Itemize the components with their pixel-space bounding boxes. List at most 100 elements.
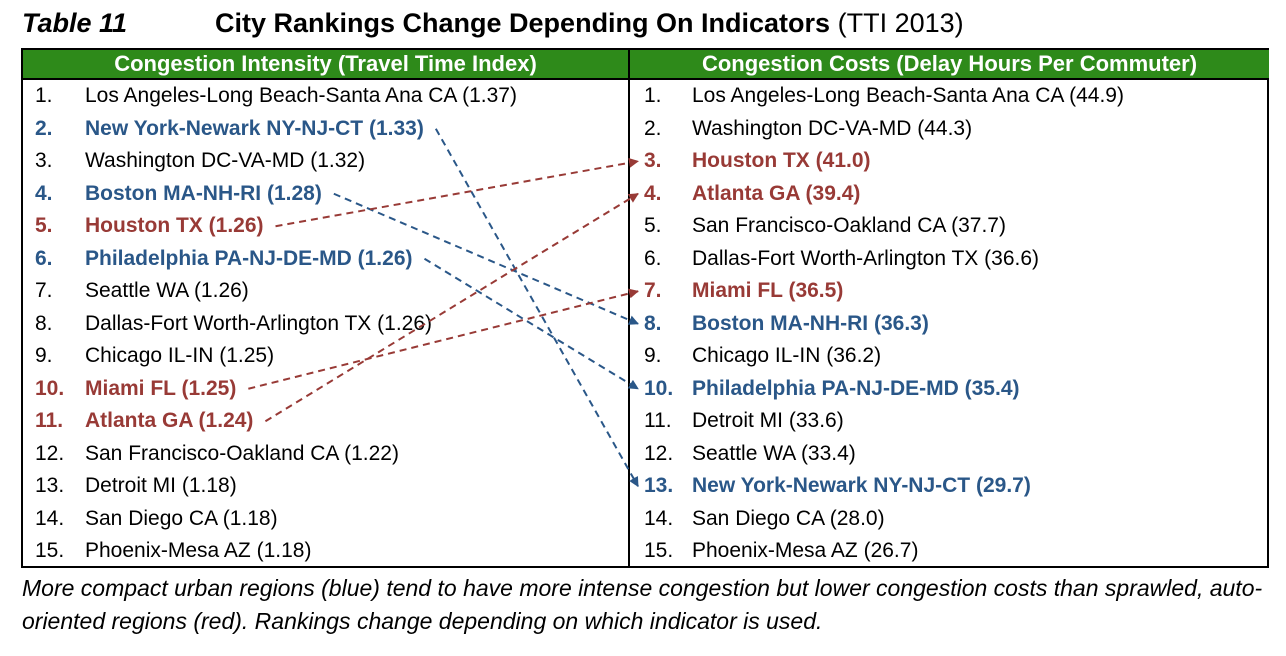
left-row: 2. New York-Newark NY-NJ-CT (1.33) [23, 113, 628, 146]
right-row: 2. Washington DC-VA-MD (44.3) [630, 113, 1269, 146]
rank-number: 15. [644, 539, 674, 562]
right-row: 7. Miami FL (36.5) [630, 275, 1269, 308]
left-row: 4. Boston MA-NH-RI (1.28) [23, 178, 628, 211]
rank-number: 14. [644, 506, 674, 530]
left-column-header: Congestion Intensity (Travel Time Index) [23, 50, 628, 80]
left-row: 14. San Diego CA (1.18) [23, 503, 628, 536]
left-row: 7. Seattle WA (1.26) [23, 275, 628, 308]
rank-number: 11. [35, 409, 64, 432]
right-row: 10. Philadelphia PA-NJ-DE-MD (35.4) [630, 373, 1269, 406]
city-name: Philadelphia PA-NJ-DE-MD (1.26) [85, 246, 413, 270]
rank-number: 13. [644, 474, 674, 497]
rank-number: 5. [644, 214, 662, 237]
city-name: San Francisco-Oakland CA (37.7) [692, 214, 1006, 237]
right-row: 12. Seattle WA (33.4) [630, 438, 1269, 471]
rank-number: 10. [644, 376, 674, 400]
city-name: Washington DC-VA-MD (1.32) [85, 149, 366, 172]
city-name: Detroit MI (1.18) [85, 474, 237, 497]
city-name: Chicago IL-IN (36.2) [692, 344, 882, 367]
left-row: 8. Dallas-Fort Worth-Arlington TX (1.26) [23, 308, 628, 341]
city-name: Washington DC-VA-MD (44.3) [692, 116, 973, 140]
city-name: San Diego CA (1.18) [85, 506, 278, 530]
right-row: 13. New York-Newark NY-NJ-CT (29.7) [630, 470, 1269, 503]
rank-number: 7. [35, 279, 53, 302]
right-row: 5. San Francisco-Oakland CA (37.7) [630, 210, 1269, 243]
right-row: 9. Chicago IL-IN (36.2) [630, 340, 1269, 373]
rank-number: 15. [35, 539, 65, 562]
city-name: Houston TX (41.0) [692, 149, 871, 172]
right-rows: 1. Los Angeles-Long Beach-Santa Ana CA (4… [630, 80, 1269, 568]
rank-number: 10. [35, 376, 65, 400]
rank-number: 11. [644, 409, 672, 432]
left-row: 9. Chicago IL-IN (1.25) [23, 340, 628, 373]
city-name: Phoenix-Mesa AZ (1.18) [85, 539, 312, 562]
right-column-header: Congestion Costs (Delay Hours Per Commut… [630, 50, 1269, 80]
city-name: Boston MA-NH-RI (1.28) [85, 181, 322, 205]
city-name: Los Angeles-Long Beach-Santa Ana CA (1.3… [85, 84, 517, 107]
rank-number: 9. [644, 344, 662, 367]
rank-number: 2. [35, 116, 53, 140]
rank-number: 2. [644, 116, 662, 140]
rank-number: 3. [644, 149, 662, 172]
rank-number: 4. [644, 181, 662, 205]
left-row: 12. San Francisco-Oakland CA (1.22) [23, 438, 628, 471]
left-row: 1. Los Angeles-Long Beach-Santa Ana CA (1… [23, 80, 628, 113]
rank-number: 7. [644, 279, 662, 302]
left-column: Congestion Intensity (Travel Time Index)… [23, 50, 628, 566]
right-row: 8. Boston MA-NH-RI (36.3) [630, 308, 1269, 341]
right-row: 14. San Diego CA (28.0) [630, 503, 1269, 536]
table-heading: City Rankings Change Depending On Indica… [215, 8, 831, 38]
rank-number: 1. [644, 84, 662, 107]
city-name: Philadelphia PA-NJ-DE-MD (35.4) [692, 376, 1020, 400]
city-name: New York-Newark NY-NJ-CT (1.33) [85, 116, 424, 140]
table-label: Table 11 [22, 8, 128, 38]
city-name: Detroit MI (33.6) [692, 409, 844, 432]
city-name: San Diego CA (28.0) [692, 506, 885, 530]
left-row: 3. Washington DC-VA-MD (1.32) [23, 145, 628, 178]
city-name: Miami FL (36.5) [692, 279, 844, 302]
rank-number: 1. [35, 84, 53, 107]
rank-number: 12. [644, 441, 674, 465]
right-row: 15. Phoenix-Mesa AZ (26.7) [630, 535, 1269, 568]
left-row: 11. Atlanta GA (1.24) [23, 405, 628, 438]
city-name: New York-Newark NY-NJ-CT (29.7) [692, 474, 1031, 497]
left-row: 5. Houston TX (1.26) [23, 210, 628, 243]
rank-number: 13. [35, 474, 65, 497]
table-title: City Rankings Change Depending On Indica… [215, 6, 964, 40]
rankings-table: Congestion Intensity (Travel Time Index)… [21, 48, 1269, 568]
table-source: (TTI 2013) [837, 8, 964, 38]
rank-number: 4. [35, 181, 53, 205]
city-name: Atlanta GA (1.24) [85, 409, 254, 432]
table-title-row: Table 11 City Rankings Change Depending … [22, 6, 1272, 40]
city-name: Los Angeles-Long Beach-Santa Ana CA (44.… [692, 84, 1124, 107]
city-name: Dallas-Fort Worth-Arlington TX (36.6) [692, 246, 1040, 270]
right-row: 3. Houston TX (41.0) [630, 145, 1269, 178]
rank-number: 5. [35, 214, 53, 237]
right-column: Congestion Costs (Delay Hours Per Commut… [628, 50, 1269, 566]
rank-number: 6. [35, 246, 53, 270]
left-row: 10. Miami FL (1.25) [23, 373, 628, 406]
city-name: Chicago IL-IN (1.25) [85, 344, 275, 367]
rank-number: 14. [35, 506, 65, 530]
city-name: Boston MA-NH-RI (36.3) [692, 311, 929, 335]
left-row: 13. Detroit MI (1.18) [23, 470, 628, 503]
right-row: 11. Detroit MI (33.6) [630, 405, 1269, 438]
city-name: Atlanta GA (39.4) [692, 181, 861, 205]
left-row: 6. Philadelphia PA-NJ-DE-MD (1.26) [23, 243, 628, 276]
right-row: 4. Atlanta GA (39.4) [630, 178, 1269, 211]
city-name: Phoenix-Mesa AZ (26.7) [692, 539, 919, 562]
right-row: 6. Dallas-Fort Worth-Arlington TX (36.6) [630, 243, 1269, 276]
rank-number: 8. [35, 311, 53, 335]
left-row: 15. Phoenix-Mesa AZ (1.18) [23, 535, 628, 568]
city-name: Dallas-Fort Worth-Arlington TX (1.26) [85, 311, 433, 335]
caption: More compact urban regions (blue) tend t… [22, 575, 1263, 634]
rank-number: 12. [35, 441, 65, 465]
city-name: Houston TX (1.26) [85, 214, 264, 237]
left-rows: 1. Los Angeles-Long Beach-Santa Ana CA (1… [23, 80, 628, 568]
right-row: 1. Los Angeles-Long Beach-Santa Ana CA (4… [630, 80, 1269, 113]
city-name: Seattle WA (33.4) [692, 441, 856, 465]
rank-number: 3. [35, 149, 53, 172]
city-name: Seattle WA (1.26) [85, 279, 249, 302]
city-name: Miami FL (1.25) [85, 376, 237, 400]
rank-number: 6. [644, 246, 662, 270]
